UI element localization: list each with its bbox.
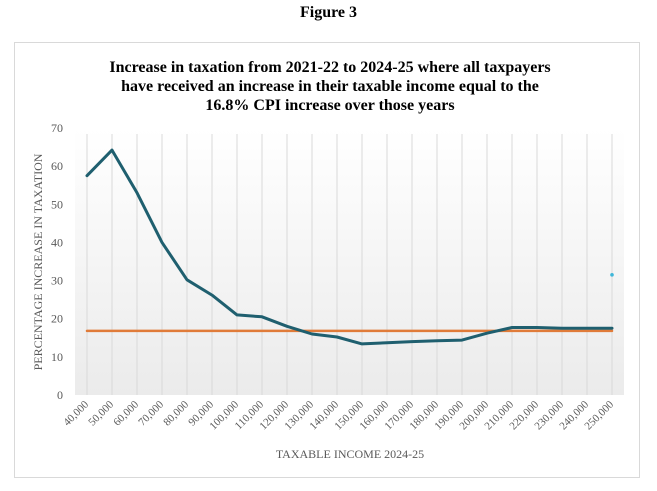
y-tick-label: 40	[51, 235, 63, 249]
y-tick-label: 0	[57, 388, 63, 402]
y-tick-label: 60	[51, 159, 63, 173]
y-axis-ticks: 0 10 20 30 40 50 60 70	[51, 121, 63, 402]
x-tick-label: 60,000	[111, 398, 141, 428]
plot-area	[75, 128, 624, 395]
y-tick-label: 30	[51, 274, 63, 288]
x-tick-label: 250,000	[582, 398, 616, 432]
stray-data-point	[610, 273, 614, 277]
y-axis-label: PERCENTAGE INCREASE IN TAXATION	[31, 153, 45, 370]
y-tick-label: 70	[51, 121, 63, 135]
y-tick-label: 20	[51, 312, 63, 326]
y-tick-label: 50	[51, 197, 63, 211]
chart-title-line-3: 16.8% CPI increase over those years	[205, 97, 455, 114]
x-axis-label: TAXABLE INCOME 2024-25	[276, 447, 424, 461]
x-tick-label: 50,000	[86, 398, 116, 428]
series-lines	[85, 148, 614, 346]
chart-title: Increase in taxation from 2021-22 to 202…	[40, 58, 620, 115]
series-line-tax-increase	[85, 148, 614, 346]
x-tick-label: 40,000	[61, 398, 91, 428]
x-tick-label: 80,000	[161, 398, 191, 428]
x-tick-label: 70,000	[136, 398, 166, 428]
gridlines	[86, 134, 613, 395]
chart-title-line-1: Increase in taxation from 2021-22 to 202…	[109, 59, 551, 76]
chart-title-line-2: have received an increase in their taxab…	[121, 78, 539, 95]
figure-label: Figure 3	[299, 4, 358, 21]
x-axis-ticks: 40,00050,00060,00070,00080,00090,000100,…	[61, 398, 616, 432]
y-tick-label: 10	[51, 350, 63, 364]
